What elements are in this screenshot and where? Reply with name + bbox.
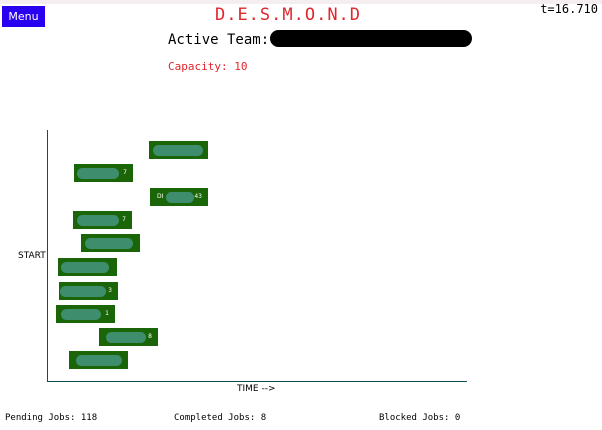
menu-button[interactable]: Menu bbox=[2, 6, 45, 27]
capacity-readout: Capacity: 10 bbox=[168, 60, 248, 73]
job-suffix: 8 bbox=[148, 333, 152, 340]
simulation-clock: t=16.710 bbox=[540, 2, 598, 16]
redacted-job-name bbox=[85, 238, 133, 249]
pending-jobs-count: Pending Jobs: 118 bbox=[5, 413, 98, 423]
redacted-job-name bbox=[61, 262, 109, 273]
job-bar[interactable]: 1 bbox=[56, 305, 115, 323]
redacted-job-name bbox=[77, 215, 119, 226]
active-team-label: Active Team: bbox=[168, 32, 270, 48]
y-axis-line bbox=[47, 130, 48, 382]
redacted-job-name bbox=[153, 145, 203, 156]
job-bar[interactable]: 7 bbox=[73, 211, 132, 229]
job-suffix: 3 bbox=[108, 287, 112, 294]
blocked-jobs-count: Blocked Jobs: 0 bbox=[379, 413, 461, 423]
redacted-job-name bbox=[61, 309, 101, 320]
redacted-job-name bbox=[60, 286, 106, 297]
y-axis-label: START bbox=[18, 251, 46, 261]
redacted-team-name bbox=[270, 30, 472, 47]
job-suffix: 7 bbox=[122, 216, 126, 223]
top-strip bbox=[0, 0, 602, 4]
job-bar[interactable] bbox=[58, 258, 117, 276]
job-bar[interactable] bbox=[81, 234, 140, 252]
job-suffix: 1 bbox=[105, 310, 109, 317]
job-bar[interactable]: 8 bbox=[99, 328, 158, 346]
redacted-job-name bbox=[106, 332, 146, 343]
job-bar[interactable]: DI 43 bbox=[150, 188, 208, 206]
x-axis-label: TIME --> bbox=[237, 384, 276, 394]
job-suffix: 7 bbox=[123, 169, 127, 176]
app-title: D.E.S.M.O.N.D bbox=[214, 5, 362, 25]
completed-jobs-count: Completed Jobs: 8 bbox=[174, 413, 267, 423]
job-bar[interactable] bbox=[69, 351, 128, 369]
x-axis-line bbox=[47, 381, 467, 382]
job-prefix: DI bbox=[157, 193, 164, 200]
redacted-job-name bbox=[76, 355, 122, 366]
job-suffix: 43 bbox=[194, 193, 202, 200]
job-bar[interactable]: 3 bbox=[59, 282, 118, 300]
redacted-job-name bbox=[166, 192, 194, 203]
job-bar[interactable] bbox=[149, 141, 208, 159]
job-bar[interactable]: 7 bbox=[74, 164, 133, 182]
redacted-job-name bbox=[77, 168, 119, 179]
